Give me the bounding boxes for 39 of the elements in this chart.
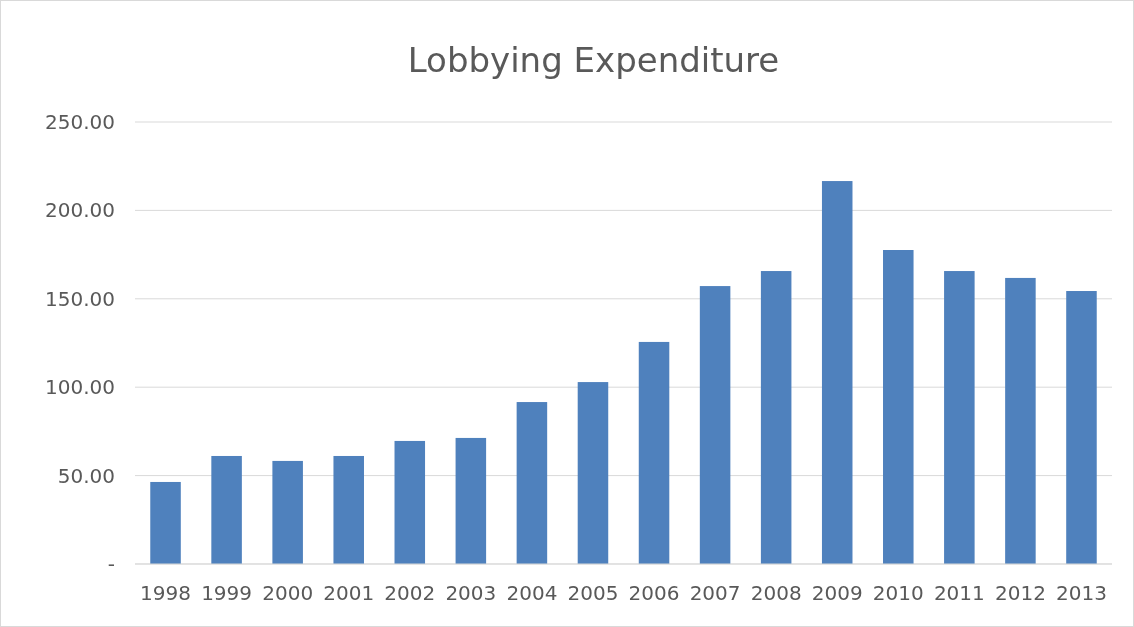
bar <box>516 402 548 564</box>
x-tick-label: 1999 <box>201 581 253 605</box>
x-tick-label: 2006 <box>628 581 680 605</box>
bar <box>638 341 670 564</box>
x-tick-label: 2007 <box>689 581 741 605</box>
x-tick-label: 2001 <box>323 581 375 605</box>
y-tick-label: 250.00 <box>45 110 115 134</box>
bar <box>883 250 914 564</box>
chart-title: Lobbying Expenditure <box>407 40 780 80</box>
bar <box>211 455 242 564</box>
y-tick-label: 50.00 <box>57 463 115 488</box>
x-tick-label: 2013 <box>1056 581 1107 605</box>
y-tick-label: 100.00 <box>45 375 115 400</box>
x-tick-label: 2005 <box>567 581 619 605</box>
bar <box>1005 277 1036 564</box>
y-tick-label: 200.00 <box>45 198 115 223</box>
x-tick-label: 2002 <box>384 581 436 605</box>
bar <box>760 271 792 564</box>
x-tick-label: 2009 <box>811 581 863 605</box>
x-tick-label: 2011 <box>933 581 985 605</box>
bar <box>944 271 975 564</box>
bar <box>821 181 853 564</box>
x-tick-label: 1998 <box>140 581 191 605</box>
x-tick-label: 2010 <box>872 581 924 605</box>
bar <box>455 437 487 564</box>
y-tick-label: - <box>107 552 115 576</box>
x-tick-label: 2012 <box>994 581 1046 605</box>
bar <box>1066 291 1097 564</box>
bar <box>333 455 364 564</box>
bar <box>272 460 303 564</box>
bar <box>394 440 426 564</box>
x-tick-label: 2003 <box>445 581 497 605</box>
x-tick-label: 2004 <box>506 581 558 605</box>
x-tick-label: 2008 <box>750 581 802 605</box>
bar <box>577 382 609 564</box>
bar <box>150 481 181 564</box>
bar <box>699 286 731 564</box>
y-tick-label: 150.00 <box>45 286 115 311</box>
x-tick-label: 2000 <box>262 581 314 605</box>
